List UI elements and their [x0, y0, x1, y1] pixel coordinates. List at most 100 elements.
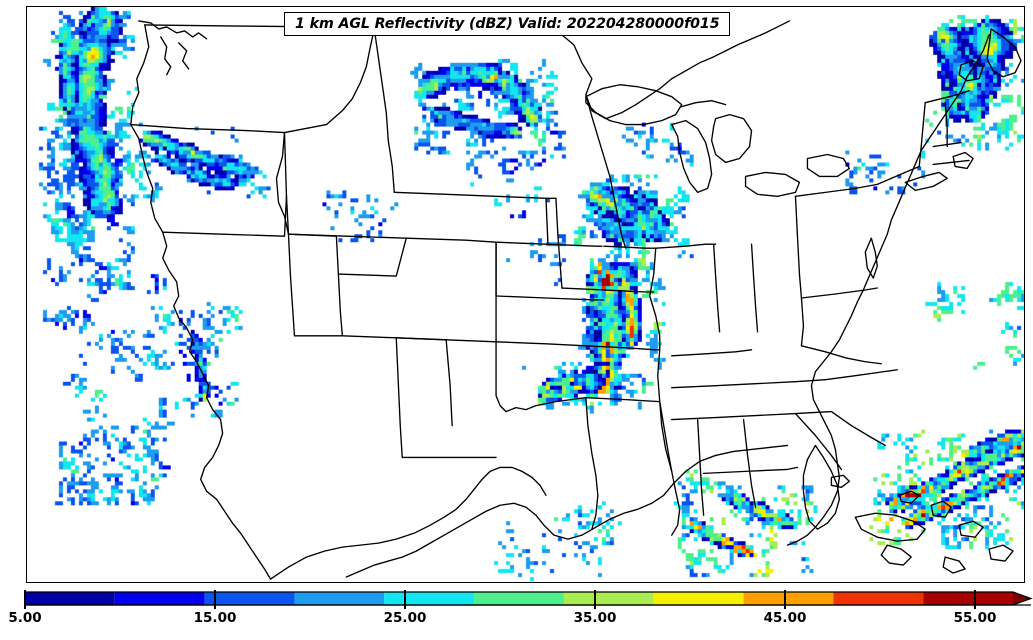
map-boundary-line: [395, 337, 403, 459]
map-boundary-line: [269, 466, 547, 580]
map-boundary-line: [830, 410, 886, 447]
plot-title-box: 1 km AGL Reflectivity (dBZ) Valid: 20220…: [284, 12, 731, 36]
colorbar-tick-label: 15.00: [193, 610, 237, 626]
map-boundary-line: [178, 42, 190, 70]
map-boundary-line: [958, 60, 984, 82]
map-boundary-line: [555, 20, 791, 120]
map-boundary-line: [393, 191, 557, 200]
colorbar-segment: [25, 592, 115, 605]
map-boundary-line: [702, 466, 799, 475]
map-boundary-line: [944, 101, 948, 148]
map-boundary-line: [345, 444, 789, 578]
map-boundary-line: [800, 287, 878, 299]
map-boundary-line: [986, 28, 1022, 78]
map-boundary-line: [681, 100, 727, 108]
map-boundary-line: [405, 237, 497, 243]
map-boundary-line: [275, 131, 290, 235]
map-boundary-line: [585, 94, 627, 249]
map-boundary-line: [854, 512, 926, 542]
map-boundary-line: [696, 418, 705, 516]
map-boundary-line: [130, 24, 272, 580]
map-boundary-line: [495, 241, 603, 247]
map-boundary-line: [794, 183, 878, 198]
map-boundary-line: [864, 237, 878, 279]
map-boundary-line: [830, 474, 851, 489]
map-boundary-line: [750, 243, 759, 333]
map-boundary-line: [958, 520, 984, 538]
map-boundary-line: [806, 153, 851, 178]
map-boundary-line: [495, 341, 587, 347]
map-boundary-line: [160, 36, 172, 76]
map-boundary-line: [800, 345, 882, 365]
colorbar-gradient: [24, 590, 1033, 609]
map-boundary-line: [603, 245, 657, 249]
map-boundary-line: [585, 345, 661, 351]
colorbar-tick-label: 55.00: [953, 610, 997, 626]
map-boundary-line: [395, 241, 497, 343]
map-boundary-line: [671, 470, 681, 536]
colorbar-segment: [743, 592, 834, 605]
map-boundary-line: [445, 339, 453, 427]
colorbar-segment: [384, 592, 475, 605]
colorbar-segment: [833, 592, 924, 605]
map-boundary-line: [138, 20, 208, 40]
map-boundary-line: [283, 28, 375, 134]
map-boundary-line: [545, 197, 549, 245]
map-boundary-line: [585, 396, 661, 403]
colorbar-segment: [294, 592, 385, 605]
map-boundary-line: [952, 151, 974, 170]
map-boundary-line: [585, 84, 683, 126]
map-boundary-line: [898, 490, 920, 504]
colorbar: 5.00 15.00 25.00 35.00 45.00 55.00: [0, 590, 1033, 640]
colorbar-segment: [114, 592, 205, 605]
map-boundary-line: [287, 233, 344, 337]
map-boundary-line: [930, 500, 952, 518]
colorbar-tick-label: 35.00: [573, 610, 617, 626]
colorbar-tick-label: 45.00: [763, 610, 807, 626]
map-boundary-line: [649, 247, 673, 473]
map-boundary-line: [876, 165, 920, 186]
plot-title-text: 1 km AGL Reflectivity (dBZ) Valid: 20220…: [295, 16, 720, 32]
map-boundary-line: [932, 159, 970, 166]
map-boundary-line: [794, 412, 843, 471]
map-boundary-line: [710, 113, 753, 164]
map-boundary-line: [671, 349, 753, 357]
map-boundary-line: [802, 444, 841, 530]
map-boundary-line: [824, 369, 898, 381]
map-boundary-line: [561, 287, 655, 293]
map-boundary-line: [671, 379, 827, 389]
map-boundary-line: [659, 400, 673, 473]
map-boundary-line: [585, 396, 599, 530]
colorbar-segment: [653, 592, 744, 605]
map-boundary-line: [988, 544, 1014, 562]
map-boundary-line: [495, 341, 587, 413]
colorbar-tick-label: 25.00: [383, 610, 427, 626]
map-boundary-line: [904, 171, 948, 192]
colorbar-segment: [204, 592, 295, 605]
map-boundary-line: [555, 197, 563, 289]
map-boundary-line: [918, 101, 926, 168]
map-boundary-line: [162, 131, 288, 237]
map-boundary-line: [373, 28, 395, 194]
map-boundary-line: [671, 119, 713, 194]
map-boundary-line: [337, 237, 407, 277]
map-boundary-line: [285, 195, 296, 337]
map-boundary-line: [794, 195, 803, 299]
map-boundary-line: [712, 243, 721, 333]
colorbar-segment: [923, 592, 1013, 605]
map-panel: [26, 6, 1025, 583]
colorbar-extend-arrow: [1013, 592, 1031, 605]
map-geography-layer: [130, 20, 1022, 580]
map-boundary-line: [744, 171, 801, 198]
map-boundary-line: [786, 34, 990, 546]
map-boundary-line: [742, 418, 757, 508]
map-boundary-line: [655, 243, 717, 249]
radar-reflectivity-layer: [27, 7, 1024, 582]
colorbar-segment: [474, 592, 564, 605]
map-boundary-line: [495, 295, 605, 301]
map-boundary-line: [880, 544, 912, 566]
map-boundary-line: [924, 90, 970, 104]
map-boundary-line: [800, 297, 805, 347]
map-boundary-line: [671, 410, 833, 421]
